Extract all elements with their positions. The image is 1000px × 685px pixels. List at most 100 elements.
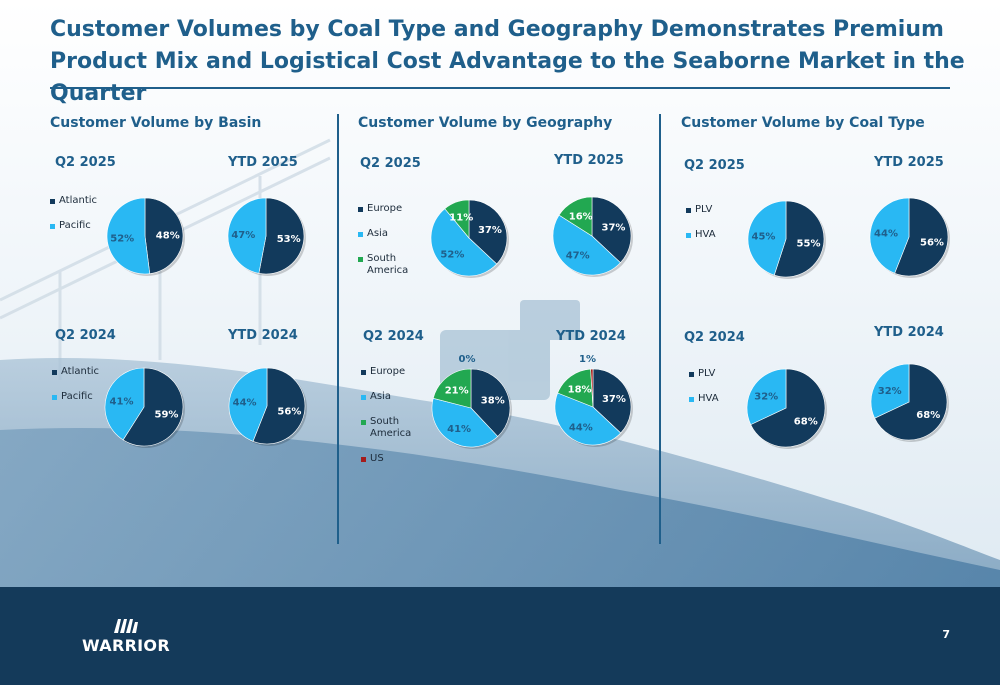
pie-slice-hva [869,197,910,274]
legend-swatch [50,224,55,229]
footer: WARRIOR 7 [0,587,1000,685]
pie-chart: 68% 32% [746,368,827,449]
legend-label: HVA [695,229,716,240]
legend-label: Asia [370,391,391,402]
page-number: 7 [942,628,950,641]
legend-swatch [52,395,57,400]
pie-slice-south-america [444,199,470,239]
pie-data-label: 16% [569,211,593,222]
legend-label: Atlantic [61,366,100,377]
pie-chart: 55% 45% [747,200,826,279]
pie-data-label: 32% [878,386,902,397]
pie-title: YTD 2024 [228,328,298,343]
pie-data-label: 38% [481,395,505,406]
legend-item: South America [358,253,428,277]
pie-slice-asia [431,397,499,448]
title-divider [50,87,950,89]
pie-chart: 37% 44% 18% 1% [554,354,633,447]
legend-item: PLV [686,204,756,216]
legend-swatch [686,208,691,213]
legend: Atlantic Pacific [50,195,120,245]
legend-label: Europe [370,366,406,377]
section-divider [659,114,661,544]
logo-mark-icon [114,619,138,633]
pie-slice-pacific [228,367,268,442]
legend-item: Asia [361,391,431,403]
legend-label: HVA [698,393,719,404]
pie-data-label: 44% [233,398,257,409]
legend-item: Atlantic [50,195,120,207]
pie-chart: 59% 41% [104,367,185,448]
pie-data-label: 68% [794,417,818,428]
pie-title: Q2 2025 [55,155,116,170]
pie-title: Q2 2025 [360,156,421,171]
legend-swatch [50,199,55,204]
pie-slice-europe [470,368,511,437]
pie-data-label: 0% [459,354,476,365]
pie-data-label: 32% [754,391,778,402]
legend-label: Atlantic [59,195,98,206]
legend-item: Pacific [50,220,120,232]
legend: Europe Asia South America [358,203,428,290]
pie-chart: 56% 44% [869,197,950,278]
legend-swatch [361,370,366,375]
pie-slice-south-america [557,368,594,408]
pie-data-label: 44% [874,229,898,240]
legend-label: Pacific [59,220,91,231]
legend: PLV HVA [686,204,756,254]
pie-chart: 37% 47% 16% [552,196,633,277]
pie-slice-plv [874,363,948,441]
pie-slice-south-america [432,368,472,409]
pie-data-label: 41% [447,424,471,435]
pie-slice-hva [870,363,910,419]
pie-slice-asia [552,214,621,276]
pie-data-label: 11% [449,213,473,224]
company-logo: WARRIOR [76,616,176,656]
pie-chart: 53% 47% [227,197,306,276]
pie-chart: 48% 52% [106,197,185,276]
legend: Atlantic Pacific [52,366,122,416]
legend-swatch [358,257,363,262]
page-title: Customer Volumes by Coal Type and Geogra… [50,17,965,106]
pie-slice-asia [430,208,498,277]
pie-title: YTD 2025 [874,155,944,170]
pie-title: YTD 2024 [556,329,626,344]
legend-swatch [689,397,694,402]
legend-label: US [370,453,384,464]
section-title-coal-type: Customer Volume by Coal Type [681,115,925,131]
logo-text: WARRIOR [82,636,170,655]
pie-chart: 56% 44% [228,367,307,446]
pie-data-label: 47% [231,230,255,241]
pie-slice-south-america [558,196,593,237]
legend-swatch [686,233,691,238]
legend-label: Pacific [61,391,93,402]
legend-swatch [358,232,363,237]
pie-slice-pacific [106,197,151,275]
section-divider [337,114,339,544]
legend-swatch [361,395,366,400]
pie-slice-europe [592,368,632,434]
legend-label: South America [367,253,409,276]
pie-data-label: 37% [602,394,626,405]
legend: PLV HVA [689,368,759,418]
legend-swatch [689,372,694,377]
pie-chart: 38% 41% 21% 0% [431,354,512,449]
pie-slice-us [590,368,594,408]
pie-data-label: 21% [445,386,469,397]
pie-slice-pacific [104,367,145,441]
pie-data-label: 55% [797,239,821,250]
pie-slice-plv [773,200,825,278]
legend-item: US [361,453,431,465]
pie-slice-atlantic [258,197,305,275]
pie-slice-atlantic [252,367,306,445]
legend-label: PLV [695,204,713,215]
legend-label: South America [370,416,412,439]
pie-slice-atlantic [144,197,184,275]
pie-slice-pacific [227,197,267,274]
pie-data-label: 52% [440,250,464,261]
pie-title: YTD 2024 [874,325,944,340]
legend-swatch [358,207,363,212]
pie-title: Q2 2024 [363,329,424,344]
legend: Europe Asia South America US [361,366,431,478]
pie-title: Q2 2024 [684,330,745,345]
